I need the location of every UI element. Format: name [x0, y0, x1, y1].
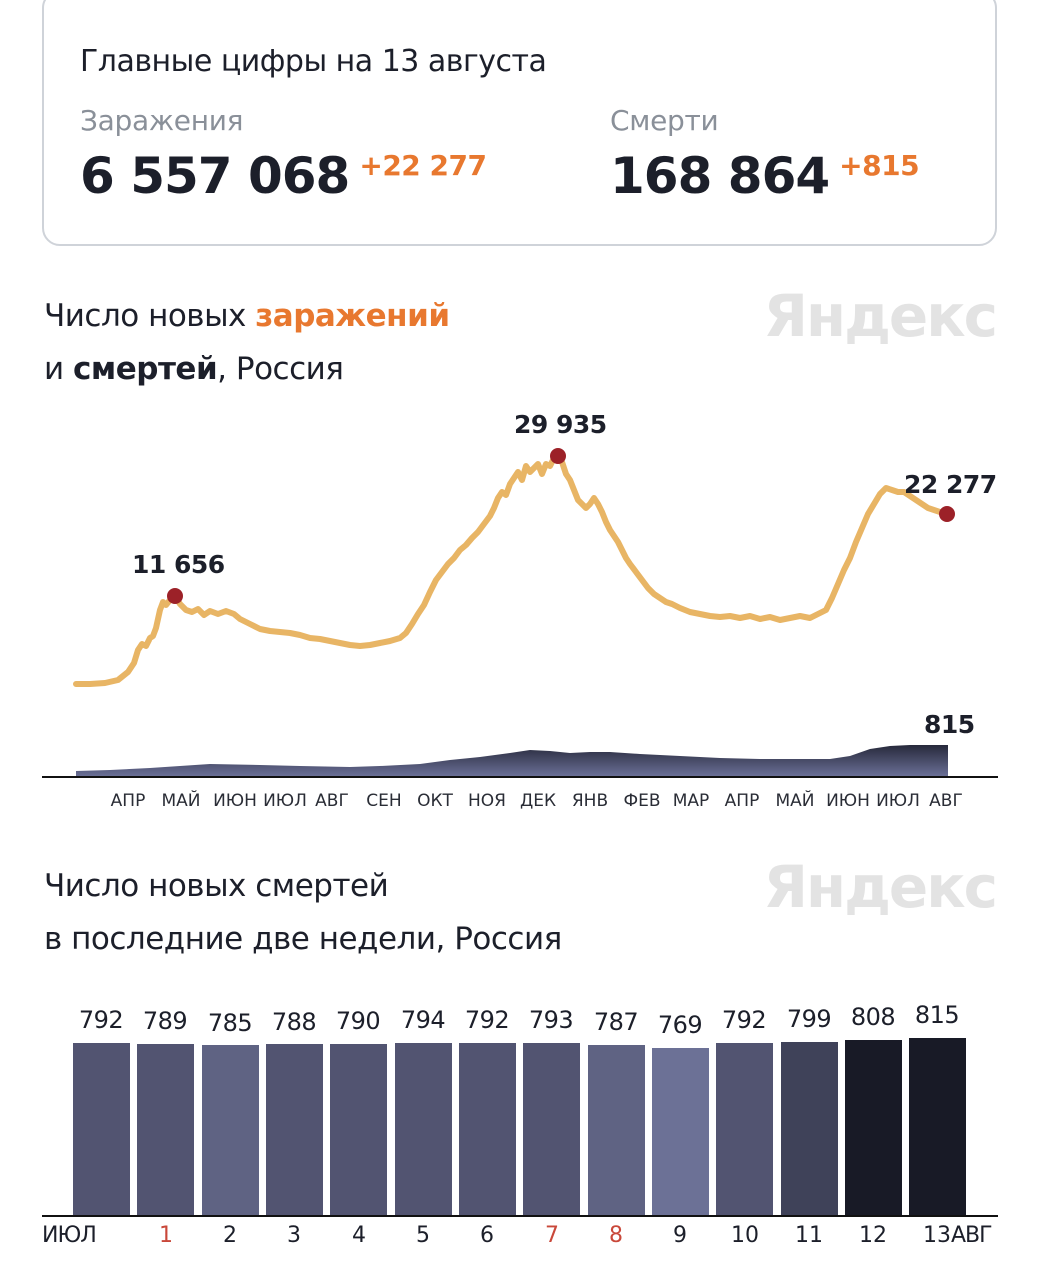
deaths-stat: Смерти 168 864 +815 — [610, 104, 920, 205]
bar-value: 792 — [464, 1006, 510, 1034]
yandex-logo: Яндекс — [763, 853, 998, 921]
bar-value: 792 — [78, 1006, 124, 1034]
chart1-title-suffix: , Россия — [217, 351, 344, 387]
day-label: 2 — [223, 1223, 237, 1248]
day-label: 11 — [795, 1223, 823, 1248]
deaths-total: 168 864 — [610, 147, 830, 205]
bar-value: 787 — [593, 1008, 639, 1036]
infections-total: 6 557 068 — [80, 147, 350, 205]
day-label: 13 — [923, 1223, 951, 1248]
chart2-title: Число новых смертей в последние две неде… — [44, 860, 562, 966]
bar-value: 815 — [914, 1001, 960, 1029]
day-label: 7 — [545, 1223, 559, 1248]
bars-area: 792 789 785 788 790 794 792 793 787 769 … — [0, 990, 1038, 1215]
day-label: 8 — [609, 1223, 623, 1248]
month-label: ИЮЛ — [876, 791, 920, 811]
month-label: ОКТ — [417, 791, 453, 811]
chart1-title-infections: заражений — [255, 298, 450, 334]
month-label: АПР — [724, 791, 760, 811]
month-label: НОЯ — [468, 791, 506, 811]
bar-value: 799 — [786, 1005, 832, 1033]
deaths-area — [76, 745, 948, 776]
bar-value: 793 — [528, 1006, 574, 1034]
max-peak-label: 29 935 — [514, 410, 607, 439]
deaths-bar-chart: 792 789 785 788 790 794 792 793 787 769 … — [0, 990, 1038, 1250]
day-label: 4 — [352, 1223, 366, 1248]
chart1-title-deaths: смертей — [73, 351, 218, 387]
bar-value: 785 — [207, 1009, 253, 1037]
chart1-title-prefix: Число новых — [44, 298, 256, 334]
chart1-baseline — [42, 776, 998, 778]
bar-value: 794 — [400, 1006, 446, 1034]
bar — [395, 1043, 452, 1215]
month-label: СЕН — [366, 791, 402, 811]
day-label: 10 — [731, 1223, 759, 1248]
day-label: 3 — [287, 1223, 301, 1248]
month-label: АВГ — [315, 791, 349, 811]
infections-line — [73, 453, 949, 687]
bar-value: 808 — [850, 1003, 896, 1031]
month-label: МАЙ — [161, 791, 201, 811]
month-label: ИЮН — [826, 791, 870, 811]
bar — [652, 1048, 709, 1215]
month-label: АПР — [110, 791, 146, 811]
deaths-label: Смерти — [610, 104, 719, 137]
day-label: 6 — [480, 1223, 494, 1248]
month-label: ИЮН — [213, 791, 257, 811]
bar — [523, 1043, 580, 1215]
day-label: 12 — [859, 1223, 887, 1248]
infections-delta: +22 277 — [359, 149, 487, 182]
month-label: МАР — [672, 791, 710, 811]
month-label: ДЕК — [519, 791, 557, 811]
chart1-title: Число новых заражений и смертей, Россия — [44, 290, 450, 396]
max-peak-marker — [550, 448, 566, 464]
bar-value: 792 — [721, 1006, 767, 1034]
bar — [588, 1045, 645, 1215]
chart2-title-line1: Число новых смертей — [44, 868, 389, 904]
month-label: ЯНВ — [571, 791, 609, 811]
start-month-label: ИЮЛ — [42, 1223, 97, 1248]
deaths-delta: +815 — [839, 149, 920, 182]
chart1-title-and: и — [44, 351, 74, 387]
infections-stat: Заражения 6 557 068 +22 277 — [80, 104, 487, 205]
month-label: МАЙ — [775, 791, 815, 811]
latest-infections-label: 22 277 — [904, 470, 997, 499]
bar-value: 788 — [271, 1008, 317, 1036]
day-label: 1 — [159, 1223, 173, 1248]
bar — [266, 1044, 323, 1215]
bar — [845, 1040, 902, 1215]
infections-label: Заражения — [80, 104, 244, 137]
month-label: АВГ — [929, 791, 963, 811]
bar — [716, 1043, 773, 1215]
end-month-label: АВГ — [951, 1223, 993, 1248]
bar — [73, 1043, 130, 1215]
bar-value: 790 — [335, 1007, 381, 1035]
bar-value: 789 — [142, 1007, 188, 1035]
first-peak-label: 11 656 — [132, 550, 225, 579]
latest-deaths-label: 815 — [924, 710, 975, 739]
chart2-title-line2: в последние две недели, Россия — [44, 921, 562, 957]
bar — [137, 1044, 194, 1215]
summary-card: Главные цифры на 13 августа Заражения 6 … — [42, 0, 997, 246]
bar — [459, 1043, 516, 1215]
day-label: 9 — [673, 1223, 687, 1248]
bar — [909, 1038, 966, 1215]
month-label: ИЮЛ — [263, 791, 307, 811]
infections-deaths-chart: 11 656 29 935 22 277 815 АПР МАЙ ИЮН ИЮЛ… — [0, 400, 1038, 820]
month-label: ФЕВ — [623, 791, 661, 811]
bar — [330, 1044, 387, 1215]
bar — [202, 1045, 259, 1215]
chart2-baseline — [42, 1215, 998, 1217]
day-label: 5 — [416, 1223, 430, 1248]
latest-infections-marker — [939, 506, 955, 522]
first-peak-marker — [167, 588, 183, 604]
bar-value: 769 — [657, 1011, 703, 1039]
yandex-logo: Яндекс — [763, 282, 998, 350]
bar — [781, 1042, 838, 1215]
chart1-svg — [42, 448, 998, 778]
summary-title: Главные цифры на 13 августа — [80, 44, 547, 79]
